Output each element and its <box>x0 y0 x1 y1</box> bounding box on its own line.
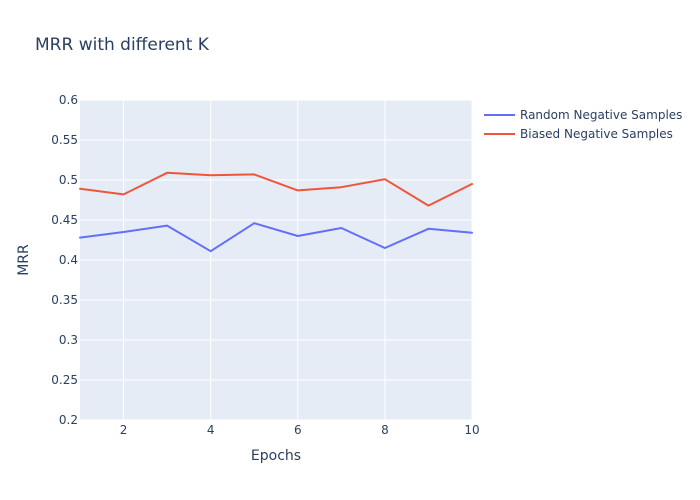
y-axis-title: MRR <box>16 244 32 276</box>
series-lines <box>79 171 473 253</box>
chart-title: MRR with different K <box>35 35 210 55</box>
x-tick-label: 2 <box>120 423 128 437</box>
grid-lines <box>80 99 473 421</box>
y-tick-label: 0.2 <box>59 413 78 427</box>
series-line-2 <box>79 171 473 207</box>
x-axis-ticks: 2 4 6 8 10 <box>120 423 480 437</box>
y-tick-label: 0.55 <box>51 133 78 147</box>
series-line-1 <box>79 222 473 253</box>
y-tick-label: 0.4 <box>59 253 78 267</box>
y-tick-label: 0.5 <box>59 173 78 187</box>
x-tick-label: 4 <box>207 423 215 437</box>
y-tick-label: 0.35 <box>51 293 78 307</box>
y-tick-label: 0.25 <box>51 373 78 387</box>
y-tick-label: 0.6 <box>59 93 78 107</box>
y-tick-label: 0.3 <box>59 333 78 347</box>
x-tick-label: 8 <box>381 423 389 437</box>
x-axis-title: Epochs <box>251 448 301 464</box>
legend-label: Biased Negative Samples <box>520 127 673 141</box>
x-tick-label: 6 <box>294 423 302 437</box>
y-axis-ticks: 0.2 0.25 0.3 0.35 0.4 0.45 0.5 0.55 0.6 <box>51 93 78 427</box>
y-tick-label: 0.45 <box>51 213 78 227</box>
legend-label: Random Negative Samples <box>520 108 682 122</box>
legend: Random Negative Samples Biased Negative S… <box>484 108 682 141</box>
x-tick-label: 10 <box>464 423 479 437</box>
